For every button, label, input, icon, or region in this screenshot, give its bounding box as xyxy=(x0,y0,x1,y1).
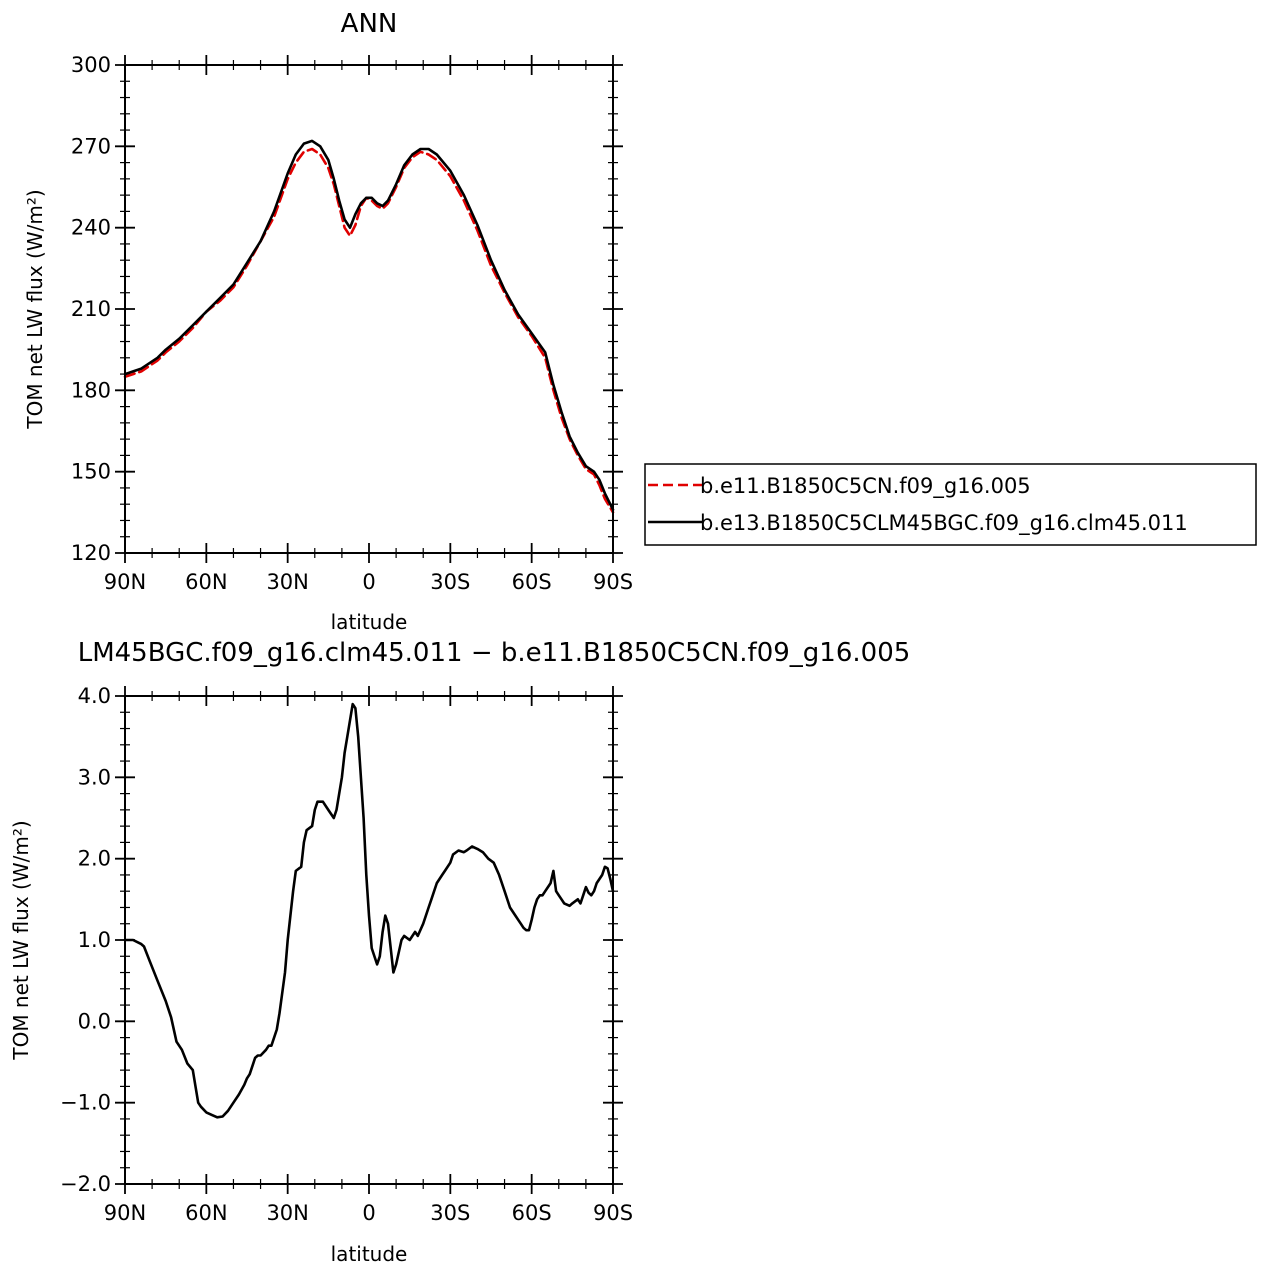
y-tick-label: −2.0 xyxy=(60,1172,111,1196)
x-tick-label: 30N xyxy=(266,1201,308,1225)
top-y-axis-title: TOM net LW flux (W/m²) xyxy=(23,189,47,429)
top-axis-ticks xyxy=(115,55,623,563)
y-tick-label: 300 xyxy=(71,53,111,77)
x-tick-label: 90S xyxy=(593,570,633,594)
y-tick-label: 270 xyxy=(71,134,111,158)
y-tick-label: 180 xyxy=(71,378,111,402)
x-tick-label: 0 xyxy=(362,570,375,594)
top-x-tick-labels: 90N 60N 30N 0 30S 60S 90S xyxy=(104,570,633,594)
legend-label-series-2: b.e13.B1850C5CLM45BGC.f09_g16.clm45.011 xyxy=(700,511,1188,536)
bottom-chart-panel: LM45BGC.f09_g16.clm45.011 − b.e11.B1850C… xyxy=(9,638,910,1266)
x-tick-label: 90N xyxy=(104,570,146,594)
x-tick-label: 30S xyxy=(430,570,470,594)
y-tick-label: −1.0 xyxy=(60,1091,111,1115)
x-tick-label: 30N xyxy=(266,570,308,594)
y-tick-label: 1.0 xyxy=(78,928,111,952)
bottom-x-axis-title: latitude xyxy=(331,1242,408,1266)
bottom-plot-frame xyxy=(124,695,614,1185)
top-series-line-1 xyxy=(123,147,615,514)
top-series-line-2 xyxy=(123,139,615,511)
bottom-x-tick-labels: 90N 60N 30N 0 30S 60S 90S xyxy=(104,1201,633,1225)
x-tick-label: 60S xyxy=(512,1201,552,1225)
x-tick-label: 60S xyxy=(512,570,552,594)
bottom-y-axis-title: TOM net LW flux (W/m²) xyxy=(9,820,33,1060)
top-chart-title: ANN xyxy=(341,9,398,39)
x-tick-label: 90N xyxy=(104,1201,146,1225)
y-tick-label: 3.0 xyxy=(78,765,111,789)
x-tick-label: 60N xyxy=(185,570,227,594)
top-series-lines xyxy=(123,139,615,514)
y-tick-label: 0.0 xyxy=(78,1009,111,1033)
x-tick-label: 90S xyxy=(593,1201,633,1225)
top-x-axis-title: latitude xyxy=(331,610,408,634)
y-tick-label: 2.0 xyxy=(78,847,111,871)
y-tick-label: 120 xyxy=(71,541,111,565)
y-tick-label: 240 xyxy=(71,216,111,240)
x-tick-label: 60N xyxy=(185,1201,227,1225)
top-plot-frame xyxy=(124,64,614,554)
legend-box xyxy=(644,463,1257,546)
bottom-chart-title: LM45BGC.f09_g16.clm45.011 − b.e11.B1850C… xyxy=(78,638,911,668)
y-tick-label: 210 xyxy=(71,297,111,321)
top-y-tick-labels: 120 150 180 210 240 270 300 xyxy=(71,53,111,565)
legend: b.e11.B1850C5CN.f09_g16.005 b.e13.B1850C… xyxy=(644,463,1257,546)
legend-label-series-1: b.e11.B1850C5CN.f09_g16.005 xyxy=(700,474,1031,499)
top-chart-panel: ANN 90N 60N 30N 0 30S 60S 90S 120 150 180 210 240 2… xyxy=(23,9,1257,634)
bottom-y-tick-labels: −2.0 −1.0 0.0 1.0 2.0 3.0 4.0 xyxy=(60,684,111,1196)
x-tick-label: 30S xyxy=(430,1201,470,1225)
x-tick-label: 0 xyxy=(362,1201,375,1225)
y-tick-label: 4.0 xyxy=(78,684,111,708)
bottom-series-lines xyxy=(123,702,615,1119)
y-tick-label: 150 xyxy=(71,460,111,484)
bottom-series-line-1 xyxy=(123,702,615,1119)
bottom-axis-ticks xyxy=(115,686,623,1194)
